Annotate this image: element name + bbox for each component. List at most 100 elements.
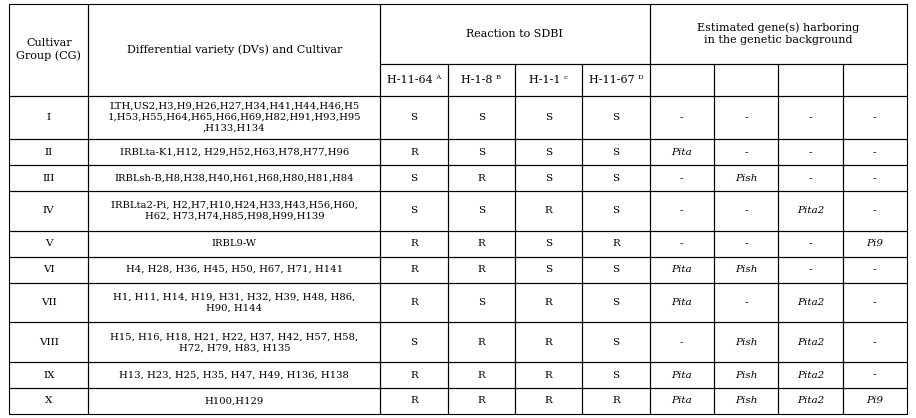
Bar — [649, 139, 714, 165]
Bar — [515, 231, 583, 257]
Text: R: R — [477, 265, 485, 274]
Bar — [649, 388, 714, 414]
Bar — [9, 362, 88, 388]
Bar — [843, 388, 907, 414]
Text: -: - — [680, 239, 683, 248]
Text: R: R — [410, 396, 418, 405]
Text: -: - — [680, 173, 683, 183]
Bar — [779, 165, 843, 191]
Text: Pita: Pita — [671, 265, 692, 274]
Text: I: I — [47, 113, 50, 122]
Text: VIII: VIII — [38, 338, 59, 347]
Bar — [779, 191, 843, 231]
Text: -: - — [680, 206, 683, 216]
Bar — [779, 231, 843, 257]
Text: S: S — [410, 113, 418, 122]
Bar — [583, 165, 649, 191]
Bar — [714, 139, 779, 165]
Text: -: - — [809, 148, 812, 157]
Text: -: - — [680, 113, 683, 122]
Text: R: R — [545, 206, 552, 216]
Bar — [88, 322, 380, 362]
Bar — [380, 388, 448, 414]
Text: -: - — [873, 338, 877, 347]
Bar — [448, 165, 515, 191]
Text: S: S — [612, 113, 619, 122]
Text: R: R — [612, 396, 620, 405]
Bar — [515, 257, 583, 283]
Text: -: - — [873, 206, 877, 216]
Text: R: R — [410, 148, 418, 157]
Bar — [714, 257, 779, 283]
Bar — [380, 283, 448, 322]
Text: IRBLta2-Pi, H2,H7,H10,H24,H33,H43,H56,H60,
H62, H73,H74,H85,H98,H99,H139: IRBLta2-Pi, H2,H7,H10,H24,H33,H43,H56,H6… — [111, 201, 358, 221]
Bar — [88, 165, 380, 191]
Text: R: R — [477, 239, 485, 248]
Bar — [380, 64, 448, 96]
Bar — [843, 257, 907, 283]
Text: Pita2: Pita2 — [797, 298, 824, 307]
Text: S: S — [612, 338, 619, 347]
Bar — [714, 165, 779, 191]
Bar — [448, 191, 515, 231]
Text: R: R — [545, 298, 552, 307]
Text: R: R — [410, 265, 418, 274]
Bar — [779, 257, 843, 283]
Bar — [515, 64, 583, 96]
Text: S: S — [612, 148, 619, 157]
Text: Pita2: Pita2 — [797, 370, 824, 380]
Text: Pita: Pita — [671, 298, 692, 307]
Bar — [843, 191, 907, 231]
Text: R: R — [477, 396, 485, 405]
Bar — [714, 388, 779, 414]
Text: Cultivar
Group (CG): Cultivar Group (CG) — [16, 38, 82, 61]
Text: H4, H28, H36, H45, H50, H67, H71, H141: H4, H28, H36, H45, H50, H67, H71, H141 — [125, 265, 343, 274]
Bar — [380, 165, 448, 191]
Text: -: - — [873, 173, 877, 183]
Bar — [380, 191, 448, 231]
Text: -: - — [745, 113, 747, 122]
Bar — [88, 257, 380, 283]
Text: R: R — [477, 338, 485, 347]
Bar — [843, 283, 907, 322]
Bar — [649, 362, 714, 388]
Bar — [9, 165, 88, 191]
Bar — [779, 139, 843, 165]
Bar — [88, 96, 380, 139]
Bar — [9, 322, 88, 362]
Text: Pi9: Pi9 — [867, 396, 883, 405]
Bar — [779, 322, 843, 362]
Text: X: X — [45, 396, 52, 405]
Text: Pita: Pita — [671, 148, 692, 157]
Bar — [714, 231, 779, 257]
Bar — [448, 139, 515, 165]
Bar — [714, 322, 779, 362]
Text: Pish: Pish — [735, 265, 758, 274]
Bar — [448, 283, 515, 322]
Text: S: S — [478, 298, 485, 307]
Bar — [843, 139, 907, 165]
Text: -: - — [873, 148, 877, 157]
Text: R: R — [545, 370, 552, 380]
Bar — [448, 64, 515, 96]
Text: -: - — [745, 239, 747, 248]
Text: S: S — [545, 148, 552, 157]
Text: Pita: Pita — [671, 396, 692, 405]
Text: S: S — [612, 370, 619, 380]
Text: S: S — [612, 173, 619, 183]
Bar — [88, 283, 380, 322]
Bar — [714, 283, 779, 322]
Bar — [649, 231, 714, 257]
Text: II: II — [45, 148, 53, 157]
Text: -: - — [809, 239, 812, 248]
Text: R: R — [410, 370, 418, 380]
Bar — [515, 388, 583, 414]
Bar — [9, 96, 88, 139]
Bar — [515, 96, 583, 139]
Text: R: R — [410, 298, 418, 307]
Text: S: S — [612, 206, 619, 216]
Bar — [583, 64, 649, 96]
Bar — [583, 231, 649, 257]
Bar — [380, 362, 448, 388]
Text: R: R — [410, 239, 418, 248]
